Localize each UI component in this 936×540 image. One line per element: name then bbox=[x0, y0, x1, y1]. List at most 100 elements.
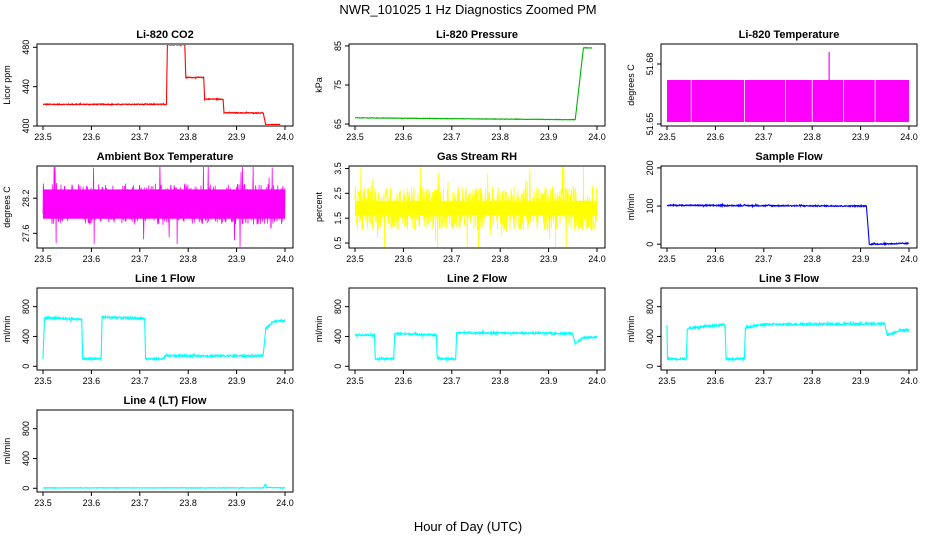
panel-frame bbox=[36, 409, 294, 493]
panel-frame bbox=[36, 43, 294, 127]
x-tick-label: 23.6 bbox=[707, 376, 725, 386]
data-series-line bbox=[666, 320, 910, 362]
x-tick-label: 24.0 bbox=[588, 376, 606, 386]
y-tick-label: 400 bbox=[21, 451, 31, 466]
y-tick-label: 440 bbox=[21, 79, 31, 94]
y-tick-label: 85 bbox=[333, 41, 343, 51]
x-tick-label: 23.6 bbox=[395, 376, 413, 386]
panel-title: Li-820 Temperature bbox=[739, 29, 840, 41]
panel-data bbox=[354, 46, 593, 121]
x-tick-label: 23.7 bbox=[443, 132, 461, 142]
panel-frame bbox=[348, 287, 606, 371]
x-tick-label: 23.8 bbox=[179, 132, 197, 142]
y-tick-label: 51.68 bbox=[645, 53, 655, 76]
x-tick-label: 23.5 bbox=[34, 376, 52, 386]
x-tick-label: 24.0 bbox=[900, 376, 918, 386]
panel-data bbox=[667, 52, 909, 122]
panel-title: Li-820 CO2 bbox=[136, 29, 193, 41]
panel-frame bbox=[348, 165, 606, 249]
y-tick-label: 400 bbox=[21, 118, 31, 133]
x-tick-label: 23.7 bbox=[755, 132, 773, 142]
panel-title: Gas Stream RH bbox=[437, 151, 517, 163]
y-tick-label: 65 bbox=[333, 119, 343, 129]
x-tick-label: 23.6 bbox=[83, 132, 101, 142]
x-tick-label: 23.5 bbox=[34, 254, 52, 264]
data-series-line bbox=[354, 167, 598, 247]
panel-4: Ambient Box Temperature degrees C 23.5 23.6… bbox=[2, 151, 294, 264]
panel-ylabel: kPa bbox=[314, 77, 324, 93]
x-tick-label: 23.5 bbox=[658, 132, 676, 142]
x-tick-label: 23.6 bbox=[707, 132, 725, 142]
x-tick-label: 24.0 bbox=[276, 132, 294, 142]
y-tick-label: 0.5 bbox=[333, 237, 343, 250]
x-tick-label: 24.0 bbox=[276, 254, 294, 264]
x-tick-label: 23.7 bbox=[131, 498, 149, 508]
panel-title: Ambient Box Temperature bbox=[97, 151, 234, 163]
panel-title: Line 1 Flow bbox=[135, 273, 195, 285]
x-tick-label: 23.5 bbox=[346, 254, 364, 264]
x-tick-label: 24.0 bbox=[900, 132, 918, 142]
panel-ylabel: ml/min bbox=[626, 316, 636, 343]
panel-title: Line 2 Flow bbox=[447, 273, 507, 285]
y-tick-label: 1.5 bbox=[333, 212, 343, 225]
y-tick-label: 200 bbox=[645, 160, 655, 175]
y-tick-label: 800 bbox=[645, 299, 655, 314]
panel-9: Line 3 Flow ml/min 23.5 23.6 23.7 23.8 23.9 24.… bbox=[626, 273, 918, 386]
y-tick-label: 27.6 bbox=[21, 225, 31, 243]
x-tick-label: 24.0 bbox=[276, 376, 294, 386]
y-tick-label: 0 bbox=[645, 364, 655, 369]
x-tick-label: 23.5 bbox=[346, 132, 364, 142]
panel-frame bbox=[36, 287, 294, 371]
x-tick-label: 23.9 bbox=[540, 132, 558, 142]
x-tick-label: 23.9 bbox=[852, 254, 870, 264]
panel-data bbox=[42, 167, 286, 247]
x-tick-label: 23.6 bbox=[83, 498, 101, 508]
x-tick-label: 23.9 bbox=[540, 376, 558, 386]
panel-data bbox=[354, 167, 598, 247]
panel-ylabel: Licor ppm bbox=[2, 65, 12, 105]
x-tick-label: 23.6 bbox=[83, 254, 101, 264]
panel-data bbox=[666, 320, 910, 362]
x-tick-label: 23.9 bbox=[540, 254, 558, 264]
y-tick-label: 2.5 bbox=[333, 187, 343, 200]
panel-7: Line 1 Flow ml/min 23.5 23.6 23.7 23.8 23.9 24.… bbox=[2, 273, 294, 386]
panel-frame bbox=[660, 287, 918, 371]
data-band bbox=[667, 80, 909, 122]
x-tick-label: 23.9 bbox=[228, 376, 246, 386]
data-series-line bbox=[42, 167, 286, 247]
x-tick-label: 24.0 bbox=[588, 132, 606, 142]
x-tick-label: 23.6 bbox=[395, 132, 413, 142]
data-series-line bbox=[666, 202, 910, 247]
x-tick-label: 23.8 bbox=[491, 376, 509, 386]
y-tick-label: 400 bbox=[645, 329, 655, 344]
panel-data bbox=[666, 202, 910, 247]
panels-group: Li-820 CO2 Licor ppm 23.5 23.6 23.7 23.8 23.9 2… bbox=[2, 29, 918, 508]
panel-title: Sample Flow bbox=[755, 151, 823, 163]
panel-ylabel: degrees C bbox=[626, 64, 636, 106]
y-tick-label: 800 bbox=[21, 421, 31, 436]
panel-ylabel: ml/min bbox=[314, 316, 324, 343]
x-tick-label: 23.9 bbox=[852, 376, 870, 386]
x-tick-label: 23.5 bbox=[658, 254, 676, 264]
y-tick-label: 0 bbox=[21, 486, 31, 491]
panel-ylabel: percent bbox=[314, 191, 324, 222]
x-tick-label: 23.6 bbox=[83, 376, 101, 386]
x-tick-label: 23.9 bbox=[228, 132, 246, 142]
data-series-line bbox=[354, 329, 598, 362]
figure-xlabel: Hour of Day (UTC) bbox=[414, 519, 522, 534]
panel-8: Line 2 Flow ml/min 23.5 23.6 23.7 23.8 23.9 24.… bbox=[314, 273, 606, 386]
data-series-line bbox=[42, 314, 286, 362]
panel-2: Li-820 Pressure kPa 23.5 23.6 23.7 23.8 23.9 24… bbox=[314, 29, 606, 142]
panel-ylabel: degrees C bbox=[2, 186, 12, 228]
x-tick-label: 23.8 bbox=[179, 498, 197, 508]
x-tick-label: 23.7 bbox=[755, 376, 773, 386]
x-tick-label: 23.9 bbox=[228, 254, 246, 264]
figure-title: NWR_101025 1 Hz Diagnostics Zoomed PM bbox=[339, 2, 596, 17]
x-tick-label: 24.0 bbox=[276, 498, 294, 508]
x-tick-label: 24.0 bbox=[588, 254, 606, 264]
x-tick-label: 23.8 bbox=[179, 376, 197, 386]
panel-data bbox=[354, 329, 598, 362]
x-tick-label: 23.8 bbox=[179, 254, 197, 264]
x-tick-label: 23.8 bbox=[491, 254, 509, 264]
